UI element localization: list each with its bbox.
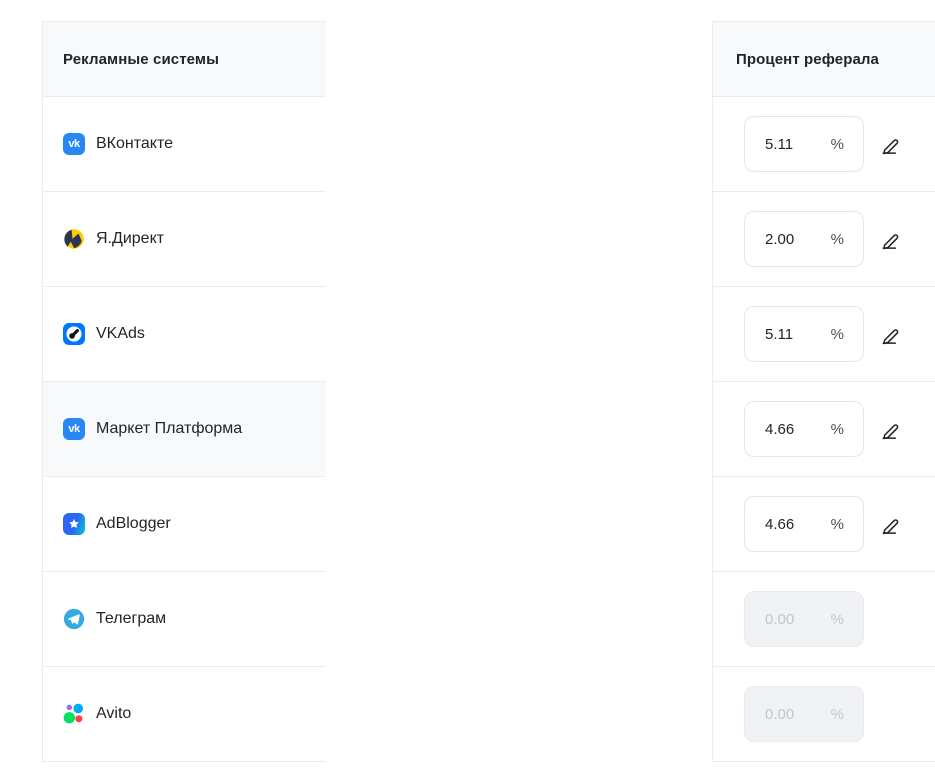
ad-systems-header: Рекламные системы bbox=[43, 21, 326, 97]
ad-system-label: Я.Директ bbox=[96, 230, 165, 247]
percent-input[interactable] bbox=[765, 515, 811, 533]
ad-system-row[interactable]: Телеграм bbox=[43, 572, 326, 667]
referral-percent-column: Процент реферала % % % bbox=[712, 21, 935, 762]
percent-unit-label: % bbox=[830, 705, 844, 723]
referral-percent-row: % bbox=[713, 97, 935, 192]
percent-unit-label: % bbox=[830, 230, 844, 248]
pencil-line-icon bbox=[882, 328, 899, 344]
telegram-icon bbox=[63, 608, 85, 630]
edit-percent-button[interactable] bbox=[877, 131, 904, 158]
vk-ads-icon bbox=[63, 323, 85, 345]
referral-percent-row: % bbox=[713, 382, 935, 477]
percent-input[interactable] bbox=[765, 325, 811, 343]
pencil-line-icon bbox=[882, 233, 899, 249]
vk-icon: vk bbox=[63, 418, 85, 440]
ad-system-row[interactable]: Я.Директ bbox=[43, 192, 326, 287]
percent-input-box[interactable]: % bbox=[744, 401, 864, 457]
percent-input[interactable] bbox=[765, 230, 811, 248]
ad-system-label: Маркет Платформа bbox=[96, 420, 243, 437]
yandex-direct-icon bbox=[63, 228, 85, 250]
percent-input-box[interactable]: % bbox=[744, 211, 864, 267]
adblogger-icon bbox=[63, 513, 85, 535]
edit-percent-button[interactable] bbox=[877, 321, 904, 348]
ad-system-row[interactable]: vk ВКонтакте bbox=[43, 97, 326, 192]
percent-unit-label: % bbox=[830, 515, 844, 533]
referral-percent-header: Процент реферала bbox=[713, 21, 935, 97]
referral-percent-row: % bbox=[713, 287, 935, 382]
percent-input bbox=[765, 705, 811, 723]
referral-percent-row: % bbox=[713, 572, 935, 667]
percent-input[interactable] bbox=[765, 420, 811, 438]
ad-system-row[interactable]: vk Маркет Платформа bbox=[43, 382, 326, 477]
pencil-line-icon bbox=[882, 138, 899, 154]
referral-percent-rows: % % % bbox=[713, 97, 935, 762]
edit-percent-button[interactable] bbox=[877, 226, 904, 253]
ad-system-row[interactable]: VKAds bbox=[43, 287, 326, 382]
percent-unit-label: % bbox=[830, 325, 844, 343]
ad-systems-rows: vk ВКонтакте Я.Директ VKAds vk Маркет Пл… bbox=[43, 97, 326, 762]
ad-system-label: Avito bbox=[96, 705, 132, 722]
referral-percent-row: % bbox=[713, 667, 935, 762]
percent-input-box: % bbox=[744, 686, 864, 742]
referral-percent-row: % bbox=[713, 192, 935, 287]
referral-percent-row: % bbox=[713, 477, 935, 572]
percent-input-box[interactable]: % bbox=[744, 306, 864, 362]
percent-input-box: % bbox=[744, 591, 864, 647]
percent-unit-label: % bbox=[830, 420, 844, 438]
percent-input-box[interactable]: % bbox=[744, 496, 864, 552]
vk-icon: vk bbox=[63, 133, 85, 155]
ad-system-label: VKAds bbox=[96, 325, 145, 342]
ad-system-label: ВКонтакте bbox=[96, 135, 173, 152]
ad-system-label: Телеграм bbox=[96, 610, 167, 627]
ad-system-row[interactable]: Avito bbox=[43, 667, 326, 762]
ad-system-row[interactable]: AdBlogger bbox=[43, 477, 326, 572]
ad-systems-column: Рекламные системы vk ВКонтакте Я.Директ … bbox=[42, 21, 326, 762]
percent-input-box[interactable]: % bbox=[744, 116, 864, 172]
edit-percent-button[interactable] bbox=[877, 511, 904, 538]
pencil-line-icon bbox=[882, 518, 899, 534]
pencil-line-icon bbox=[882, 423, 899, 439]
percent-input[interactable] bbox=[765, 135, 811, 153]
edit-percent-button[interactable] bbox=[877, 416, 904, 443]
avito-icon bbox=[63, 703, 85, 725]
ad-system-label: AdBlogger bbox=[96, 515, 171, 532]
percent-unit-label: % bbox=[830, 135, 844, 153]
percent-input bbox=[765, 610, 811, 628]
percent-unit-label: % bbox=[830, 610, 844, 628]
